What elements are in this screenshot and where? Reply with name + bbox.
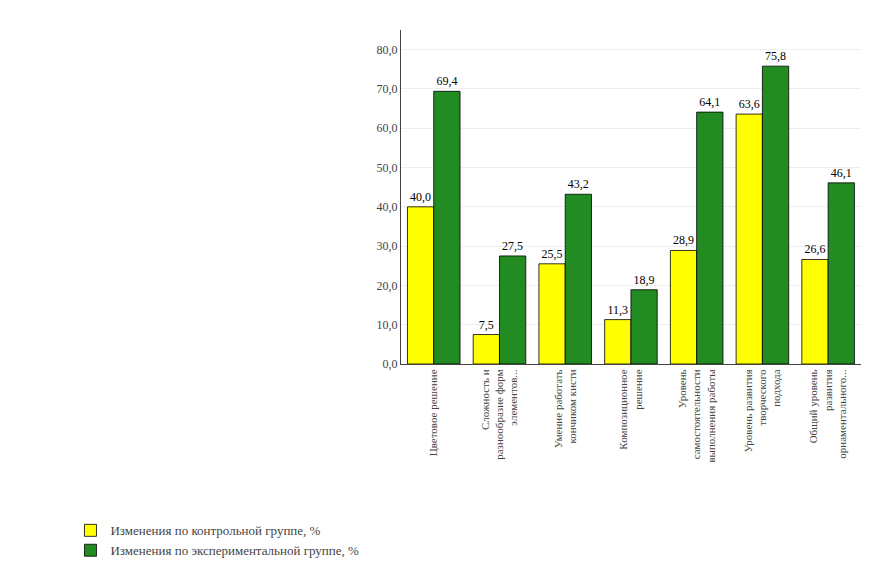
svg-text:60,0: 60,0 bbox=[376, 121, 397, 135]
svg-text:27,5: 27,5 bbox=[502, 239, 523, 253]
svg-text:Цветовое решение: Цветовое решение bbox=[427, 369, 439, 456]
svg-text:80,0: 80,0 bbox=[376, 43, 397, 57]
svg-text:Умение работатькончиком кисти: Умение работатькончиком кисти bbox=[552, 369, 578, 448]
svg-text:Изменения по экспериментальной: Изменения по экспериментальной группе, % bbox=[110, 543, 359, 558]
svg-text:Изменения по контрольной групп: Изменения по контрольной группе, % bbox=[110, 523, 320, 538]
svg-text:64,1: 64,1 bbox=[699, 95, 720, 109]
svg-text:50,0: 50,0 bbox=[376, 161, 397, 175]
svg-text:Композиционноерешение: Композиционноерешение bbox=[617, 369, 643, 449]
svg-text:28,9: 28,9 bbox=[673, 233, 694, 247]
svg-text:7,5: 7,5 bbox=[479, 318, 494, 332]
svg-text:25,5: 25,5 bbox=[542, 247, 563, 261]
svg-text:20,0: 20,0 bbox=[376, 279, 397, 293]
svg-text:Общий уровеньразвитияорнамента: Общий уровеньразвитияорнаментального... bbox=[807, 369, 848, 459]
svg-text:70,0: 70,0 bbox=[376, 82, 397, 96]
svg-text:43,2: 43,2 bbox=[568, 177, 589, 191]
svg-text:40,0: 40,0 bbox=[410, 190, 431, 204]
svg-text:75,8: 75,8 bbox=[765, 49, 786, 63]
svg-text:18,9: 18,9 bbox=[634, 273, 655, 287]
svg-text:46,1: 46,1 bbox=[831, 166, 852, 180]
svg-text:10,0: 10,0 bbox=[376, 318, 397, 332]
svg-text:40,0: 40,0 bbox=[376, 200, 397, 214]
svg-text:11,3: 11,3 bbox=[608, 303, 629, 317]
svg-text:Сложность иразнообразие формэл: Сложность иразнообразие формэлементов... bbox=[479, 369, 520, 460]
svg-text:69,4: 69,4 bbox=[436, 74, 457, 88]
svg-text:Уровень развитиятворческогопод: Уровень развитиятворческогоподхода bbox=[742, 369, 783, 453]
svg-text:30,0: 30,0 bbox=[376, 239, 397, 253]
svg-text:63,6: 63,6 bbox=[739, 97, 760, 111]
svg-text:26,6: 26,6 bbox=[804, 242, 825, 256]
svg-text:Уровеньсамостоятельностивыполн: Уровеньсамостоятельностивыполнения работ… bbox=[676, 369, 717, 463]
svg-text:0,0: 0,0 bbox=[382, 357, 397, 371]
